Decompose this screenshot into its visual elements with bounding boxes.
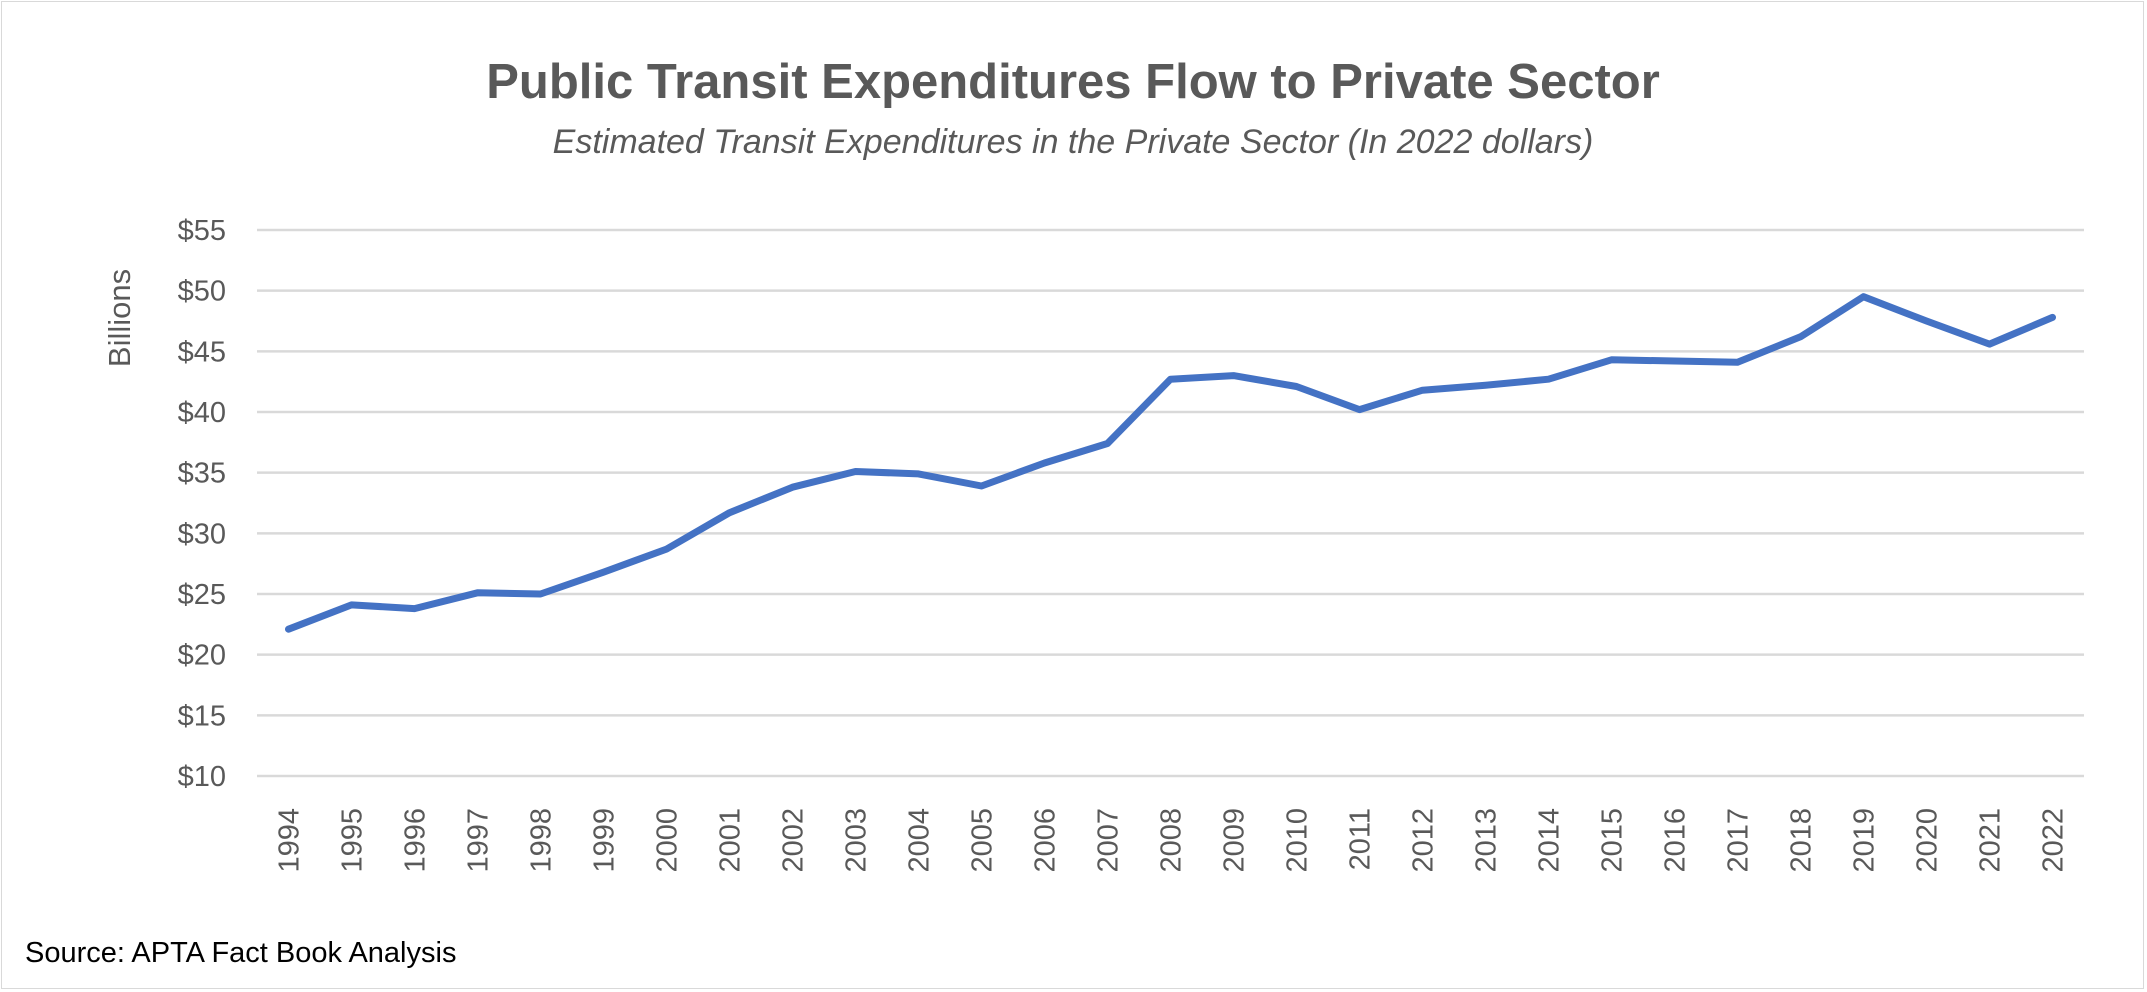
y-tick-label: $45: [178, 336, 226, 368]
x-tick-label: 1995: [337, 808, 369, 873]
x-tick-label: 2005: [967, 808, 999, 873]
x-tick-label: 1999: [589, 808, 621, 873]
y-tick-label: $25: [178, 579, 226, 611]
x-tick-label: 2010: [1282, 808, 1314, 873]
y-tick-label: $50: [178, 276, 226, 308]
chart-title: Public Transit Expenditures Flow to Priv…: [486, 55, 1660, 109]
x-tick-label: 2000: [652, 808, 684, 873]
x-tick-label: 2004: [904, 808, 936, 873]
x-tick-label: 1996: [400, 808, 432, 873]
chart-subtitle: Estimated Transit Expenditures in the Pr…: [553, 123, 1594, 161]
y-tick-label: $10: [178, 761, 226, 793]
y-tick-label: $30: [178, 518, 226, 550]
source-note: Source: APTA Fact Book Analysis: [25, 937, 456, 969]
x-tick-label: 2015: [1597, 808, 1629, 873]
x-tick-label: 2006: [1030, 808, 1062, 873]
x-tick-label: 1997: [463, 808, 495, 873]
y-tick-label: $55: [178, 215, 226, 247]
x-tick-label: 2001: [715, 808, 747, 873]
x-tick-label: 2008: [1156, 808, 1188, 873]
x-tick-label: 1998: [526, 808, 558, 873]
x-tick-label: 2009: [1219, 808, 1251, 873]
x-tick-label: 2011: [1345, 808, 1377, 870]
x-tick-label: 2013: [1471, 808, 1503, 873]
x-tick-label: 1994: [274, 808, 306, 873]
y-tick-label: $15: [178, 700, 226, 732]
x-tick-label: 2020: [1912, 808, 1944, 873]
series-line: [285, 293, 2056, 633]
x-tick-label: 2017: [1723, 808, 1755, 873]
x-tick-label: 2002: [778, 808, 810, 873]
y-axis-label: Billions: [102, 269, 137, 367]
x-tick-label: 2014: [1534, 808, 1566, 873]
x-tick-label: 2019: [1849, 808, 1881, 873]
x-tick-label: 2022: [2038, 808, 2070, 873]
y-tick-label: $20: [178, 640, 226, 672]
x-tick-label: 2018: [1786, 808, 1818, 873]
y-tick-label: $35: [178, 458, 226, 490]
x-tick-label: 2021: [1975, 808, 2007, 873]
x-tick-label: 2012: [1408, 808, 1440, 873]
y-tick-label: $40: [178, 397, 226, 429]
x-tick-label: 2007: [1093, 808, 1125, 873]
x-tick-label: 2003: [841, 808, 873, 873]
x-tick-label: 2016: [1660, 808, 1692, 873]
